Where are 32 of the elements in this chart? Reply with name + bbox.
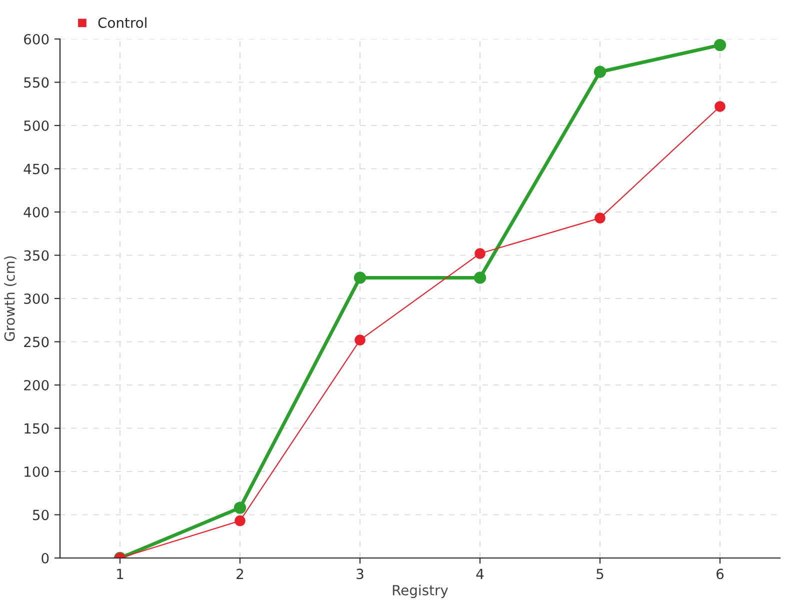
point <box>234 515 246 526</box>
legend-label: Control <box>98 17 146 28</box>
y-tick-label: 300 <box>24 293 49 304</box>
y-tick-label: 500 <box>24 120 49 131</box>
y-tick-label: 0 <box>42 552 49 564</box>
point <box>474 248 486 259</box>
y-tick-label: 250 <box>24 336 49 348</box>
point <box>594 212 606 224</box>
x-axis-title: Registry <box>392 584 448 598</box>
y-tick-label: 200 <box>24 380 49 390</box>
y-tick-label: 550 <box>24 77 49 88</box>
y-tick-label: 100 <box>24 466 49 477</box>
x-tick-label: 3 <box>356 568 364 580</box>
point <box>714 101 726 112</box>
point <box>594 66 606 78</box>
y-tick-label: 400 <box>24 206 49 218</box>
y-tick-label: 50 <box>32 510 49 520</box>
y-tick-label: 350 <box>24 250 49 261</box>
point <box>354 334 366 346</box>
point <box>714 39 726 52</box>
x-tick-label: 1 <box>117 568 124 579</box>
x-tick-label: 6 <box>716 568 724 580</box>
point <box>354 272 366 284</box>
y-tick-label: 450 <box>24 164 49 174</box>
x-tick-label: 5 <box>596 568 604 580</box>
point <box>474 272 486 284</box>
x-tick-label: 4 <box>476 568 484 579</box>
y-tick-label: 600 <box>24 34 49 44</box>
y-tick-label: 150 <box>24 423 49 434</box>
y-axis-title: Growth (cm) <box>4 256 16 342</box>
point <box>234 502 246 514</box>
x-tick-label: 2 <box>236 568 244 579</box>
